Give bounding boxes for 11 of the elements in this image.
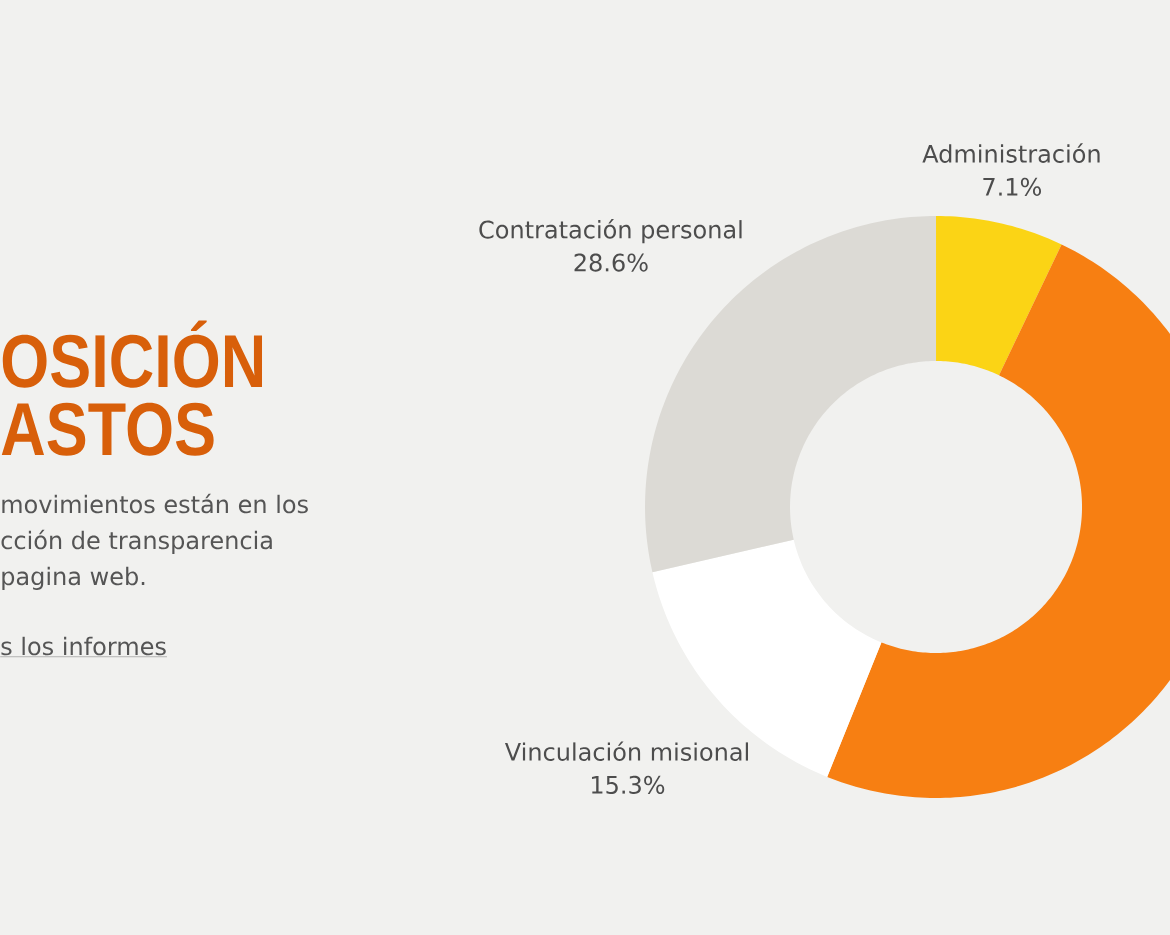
text: cción de transparencia (1, 529, 272, 554)
text: OSICIÓN ASTOS (1, 320, 263, 456)
slice-label: Administración (922, 143, 1100, 163)
text: s los informes (1, 636, 166, 656)
slice-label: Vinculación misional (504, 741, 748, 761)
data-label: 15.3% (591, 775, 665, 794)
slice-label: Contratación personal (479, 219, 742, 244)
data-label: 7.1% (983, 177, 1042, 196)
text: movimientos están en los (2, 493, 308, 514)
text: pagina web. (2, 566, 145, 590)
data-label: 28.6% (574, 253, 648, 272)
